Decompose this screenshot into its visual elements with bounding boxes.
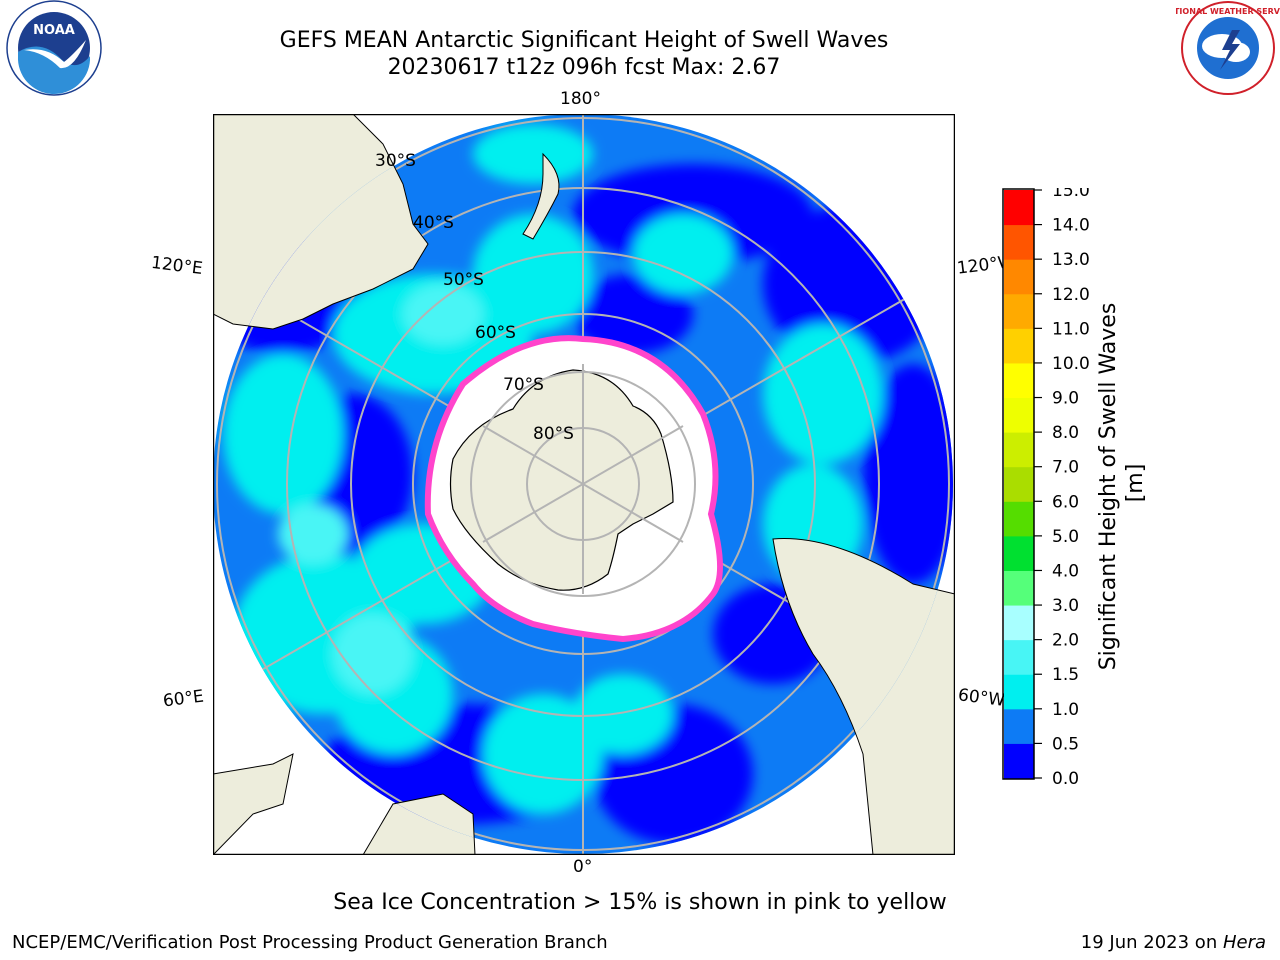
colorbar-tick-label: 15.0: [1052, 188, 1090, 201]
svg-text:NATIONAL WEATHER SERVICE: NATIONAL WEATHER SERVICE: [1176, 7, 1280, 16]
colorbar: 0.0 0.5 1.0 1.5 2.0 3.0 4.0 5.0 6.0 7.0 8.0 9.0 10.0…: [1002, 181, 1172, 792]
colorbar-swatch: [1004, 743, 1034, 779]
colorbar-tick-label: 13.0: [1052, 250, 1090, 270]
colorbar-tick-label: 8.0: [1052, 423, 1079, 443]
colorbar-swatch: [1004, 570, 1034, 606]
date-prefix: 19 Jun 2023 on: [1080, 932, 1223, 953]
colorbar-tick-label: 1.0: [1052, 700, 1079, 720]
ocean-swell-field: [213, 114, 953, 854]
colorbar-swatch: [1004, 259, 1034, 295]
colorbar-tick-label: 9.0: [1052, 389, 1079, 409]
colorbar-swatch: [1004, 708, 1034, 744]
sea-ice-note: Sea Ice Concentration > 15% is shown in …: [333, 890, 947, 915]
map-panel: 30°S 40°S 50°S 60°S 70°S 80°S: [212, 113, 956, 856]
lon-label-60e: 60°E: [161, 686, 205, 712]
polar-map: [212, 113, 956, 856]
colorbar-tick-label: 14.0: [1052, 216, 1090, 236]
date-text: 19 Jun 2023 on Hera: [1081, 932, 1266, 953]
colorbar-tick-label: 2.0: [1052, 631, 1079, 651]
colorbar-tick-label: 7.0: [1052, 458, 1079, 478]
colorbar-swatch: [1004, 501, 1034, 537]
colorbar-swatch: [1004, 605, 1034, 641]
machine-name: Hera: [1222, 932, 1266, 953]
colorbar-swatch: [1004, 190, 1034, 226]
colorbar-swatch: [1004, 639, 1034, 675]
colorbar-swatch: [1004, 466, 1034, 502]
chart-subtitle: 20230617 t12z 096h fcst Max: 2.67: [387, 55, 781, 80]
lon-label-60w: 60°W: [956, 685, 1006, 711]
colorbar-tick-label: 6.0: [1052, 492, 1079, 512]
colorbar-swatch: [1004, 674, 1034, 710]
colorbar-swatch: [1004, 535, 1034, 571]
lat-label-40s: 40°S: [413, 213, 454, 233]
colorbar-label: Significant Height of Swell Waves [m]: [1096, 296, 1148, 671]
colorbar-svg: 0.0 0.5 1.0 1.5 2.0 3.0 4.0 5.0 6.0 7.0 8.0 9.0 10.0…: [1002, 181, 1148, 789]
colorbar-tick-label: 0.5: [1052, 734, 1079, 754]
lat-label-70s: 70°S: [503, 375, 544, 395]
antarctica-land: [449, 369, 674, 591]
colorbar-swatch: [1004, 362, 1034, 399]
colorbar-tick-label: 10.0: [1052, 354, 1090, 374]
colorbar-swatch: [1004, 293, 1034, 329]
noaa-logo: NOAA: [2, 0, 106, 104]
colorbar-tick-label: 4.0: [1052, 561, 1079, 581]
lat-label-60s: 60°S: [475, 323, 516, 343]
colorbar-tick-label: 1.5: [1052, 665, 1079, 685]
colorbar-tick-label: 5.0: [1052, 527, 1079, 547]
colorbar-tick-label: 3.0: [1052, 596, 1079, 616]
lat-label-80s: 80°S: [533, 424, 574, 444]
colorbar-swatch: [1004, 328, 1034, 364]
lon-label-180: 180°: [560, 89, 601, 109]
credit-text: NCEP/EMC/Verification Post Processing Pr…: [12, 932, 608, 953]
colorbar-swatch: [1004, 397, 1034, 433]
colorbar-tick-label: 12.0: [1052, 285, 1090, 305]
lon-label-120e: 120°E: [149, 252, 204, 280]
lon-label-120w: 120°W: [955, 253, 1005, 279]
lat-label-30s: 30°S: [375, 151, 416, 171]
nws-logo: NATIONAL WEATHER SERVICE: [1162, 0, 1280, 104]
chart-title: GEFS MEAN Antarctic Significant Height o…: [279, 28, 889, 53]
colorbar-tick-label: 0.0: [1052, 769, 1079, 788]
colorbar-tick-label: 11.0: [1052, 319, 1090, 339]
new-zealand-land: [522, 152, 560, 240]
colorbar-swatch: [1004, 224, 1034, 260]
lon-label-0: 0°: [573, 857, 593, 877]
noaa-logo-text: NOAA: [33, 23, 75, 38]
colorbar-swatch: [1004, 432, 1034, 468]
lat-label-50s: 50°S: [443, 270, 484, 290]
